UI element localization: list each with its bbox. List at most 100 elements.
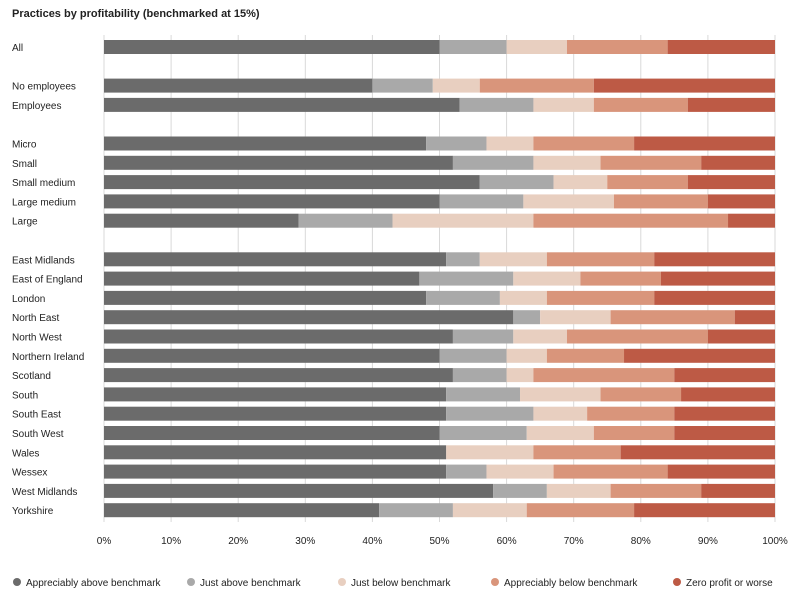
bar-wessex-just-above-benchmark bbox=[446, 464, 487, 479]
bar-wales-appreciably-above-benchmark bbox=[104, 445, 447, 460]
x-tick-layer: 0% 10% 20% 30% 40% 50% 60% 70% 80% 90% 100% bbox=[97, 536, 788, 547]
bar-south-just-below-benchmark bbox=[520, 387, 601, 402]
category-label-northern-ireland: Northern Ireland bbox=[12, 352, 84, 363]
bar-micro-just-below-benchmark bbox=[486, 136, 534, 151]
bar-london-appreciably-below-benchmark bbox=[546, 290, 655, 305]
bar-north-east-just-above-benchmark bbox=[513, 310, 541, 325]
bar-south-appreciably-above-benchmark bbox=[104, 387, 447, 402]
bar-northern-ireland-appreciably-above-benchmark bbox=[104, 348, 440, 363]
bar-yorkshire-just-below-benchmark bbox=[452, 503, 527, 518]
bar-scotland-just-below-benchmark bbox=[506, 368, 534, 383]
bar-west-midlands-zero-profit-or-worse bbox=[701, 483, 775, 498]
bar-west-midlands-just-above-benchmark bbox=[493, 483, 547, 498]
bar-north-west-just-above-benchmark bbox=[452, 329, 514, 344]
category-label-large: Large bbox=[12, 217, 38, 228]
bar-london-just-above-benchmark bbox=[426, 290, 500, 305]
bar-small-just-above-benchmark bbox=[452, 155, 534, 170]
bar-north-west-appreciably-above-benchmark bbox=[104, 329, 453, 344]
category-label-london: London bbox=[12, 294, 45, 305]
legend-marker-just-below-benchmark bbox=[338, 578, 346, 586]
bar-micro-just-above-benchmark bbox=[426, 136, 487, 151]
bar-north-east-appreciably-below-benchmark bbox=[610, 310, 735, 325]
bar-yorkshire-appreciably-below-benchmark bbox=[526, 503, 635, 518]
bar-large-medium-just-above-benchmark bbox=[439, 194, 524, 209]
bar-northern-ireland-zero-profit-or-worse bbox=[624, 348, 775, 363]
bar-small-just-below-benchmark bbox=[533, 155, 601, 170]
bar-east-midlands-appreciably-above-benchmark bbox=[104, 252, 447, 267]
bar-south-west-just-above-benchmark bbox=[439, 426, 527, 440]
legend-marker-just-above-benchmark bbox=[187, 578, 195, 586]
bar-small-medium-just-below-benchmark bbox=[553, 175, 608, 190]
chart-title: Practices by profitability (benchmarked … bbox=[12, 8, 260, 20]
x-tick-label-50: 50% bbox=[429, 536, 449, 547]
category-label-scotland: Scotland bbox=[12, 371, 51, 382]
bar-large-medium-appreciably-below-benchmark bbox=[613, 194, 708, 209]
bar-all-zero-profit-or-worse bbox=[667, 40, 775, 54]
bar-all-appreciably-above-benchmark bbox=[104, 40, 440, 54]
legend-marker-appreciably-above-benchmark bbox=[13, 578, 21, 586]
bar-wessex-appreciably-above-benchmark bbox=[104, 464, 447, 479]
bar-small-medium-appreciably-above-benchmark bbox=[104, 175, 480, 190]
bar-east-midlands-appreciably-below-benchmark bbox=[546, 252, 655, 267]
bar-no-employees-zero-profit-or-worse bbox=[593, 78, 775, 93]
category-label-east-of-england: East of England bbox=[12, 275, 83, 286]
bar-south-east-appreciably-above-benchmark bbox=[104, 406, 447, 421]
category-label-south-west: South West bbox=[12, 429, 64, 440]
bar-west-midlands-just-below-benchmark bbox=[546, 483, 611, 498]
bar-large-medium-appreciably-above-benchmark bbox=[104, 194, 440, 209]
bar-scotland-appreciably-above-benchmark bbox=[104, 368, 453, 383]
bar-south-west-appreciably-above-benchmark bbox=[104, 426, 440, 440]
bar-east-midlands-just-above-benchmark bbox=[446, 252, 480, 267]
x-tick-label-40: 40% bbox=[362, 536, 382, 547]
bar-yorkshire-just-above-benchmark bbox=[379, 503, 453, 518]
bar-micro-appreciably-above-benchmark bbox=[104, 136, 427, 151]
bar-large-zero-profit-or-worse bbox=[728, 213, 775, 228]
bar-small-appreciably-below-benchmark bbox=[600, 155, 702, 170]
bar-west-midlands-appreciably-below-benchmark bbox=[610, 483, 702, 498]
bar-no-employees-just-below-benchmark bbox=[432, 78, 480, 93]
bar-east-midlands-just-below-benchmark bbox=[479, 252, 547, 267]
category-label-wessex: Wessex bbox=[12, 468, 47, 479]
bar-no-employees-appreciably-below-benchmark bbox=[479, 78, 594, 93]
bar-south-east-appreciably-below-benchmark bbox=[587, 406, 675, 421]
legend-marker-appreciably-below-benchmark bbox=[491, 578, 499, 586]
category-label-small-medium: Small medium bbox=[12, 178, 75, 189]
bar-large-appreciably-below-benchmark bbox=[533, 213, 729, 228]
bar-north-west-appreciably-below-benchmark bbox=[566, 329, 708, 344]
bar-small-medium-just-above-benchmark bbox=[479, 175, 554, 190]
bar-large-just-above-benchmark bbox=[298, 213, 393, 228]
bar-wales-appreciably-below-benchmark bbox=[533, 445, 621, 460]
bar-south-west-appreciably-below-benchmark bbox=[593, 426, 675, 440]
x-tick-label-70: 70% bbox=[564, 536, 584, 547]
bar-london-zero-profit-or-worse bbox=[654, 290, 775, 305]
bar-east-of-england-just-below-benchmark bbox=[513, 271, 581, 286]
bar-wessex-appreciably-below-benchmark bbox=[553, 464, 668, 479]
bar-east-of-england-appreciably-below-benchmark bbox=[580, 271, 661, 286]
bar-south-just-above-benchmark bbox=[446, 387, 521, 402]
bar-no-employees-just-above-benchmark bbox=[372, 78, 433, 93]
bar-scotland-zero-profit-or-worse bbox=[674, 368, 775, 383]
bar-south-west-just-below-benchmark bbox=[526, 426, 594, 440]
bar-employees-appreciably-above-benchmark bbox=[104, 97, 460, 112]
bar-small-zero-profit-or-worse bbox=[701, 155, 775, 170]
bar-northern-ireland-just-below-benchmark bbox=[506, 348, 547, 363]
bar-large-medium-just-below-benchmark bbox=[523, 194, 614, 209]
x-tick-label-100: 100% bbox=[762, 536, 788, 547]
bar-south-west-zero-profit-or-worse bbox=[674, 426, 775, 440]
category-label-west-midlands: West Midlands bbox=[12, 487, 77, 498]
category-label-south-east: South East bbox=[12, 410, 61, 421]
legend-marker-zero-profit-or-worse bbox=[673, 578, 681, 586]
bar-large-medium-zero-profit-or-worse bbox=[707, 194, 775, 209]
bar-micro-appreciably-below-benchmark bbox=[533, 136, 635, 151]
category-label-yorkshire: Yorkshire bbox=[12, 506, 54, 517]
bar-northern-ireland-just-above-benchmark bbox=[439, 348, 507, 363]
bar-employees-appreciably-below-benchmark bbox=[593, 97, 688, 112]
x-tick-label-60: 60% bbox=[497, 536, 517, 547]
category-label-micro: Micro bbox=[12, 140, 37, 151]
legend-label-appreciably-below-benchmark: Appreciably below benchmark bbox=[504, 578, 638, 589]
legend: Appreciably above benchmark Just above be… bbox=[13, 578, 773, 589]
category-label-wales: Wales bbox=[12, 448, 39, 459]
bar-east-of-england-appreciably-above-benchmark bbox=[104, 271, 420, 286]
